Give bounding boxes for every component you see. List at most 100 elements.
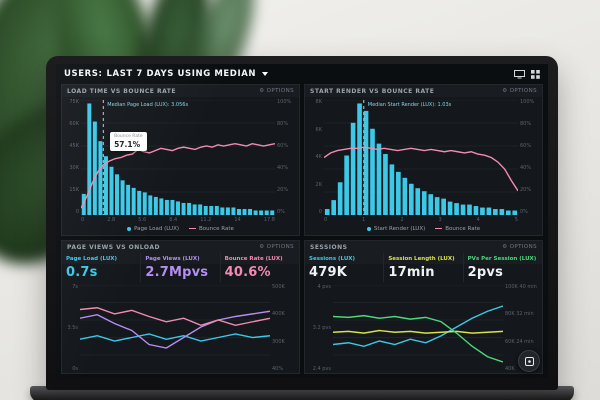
x-axis: 0 2.8 5.6 8.4 11.2 14 17.8 [81, 215, 275, 223]
axis-tick: 0 [75, 209, 79, 215]
chevron-down-icon [262, 72, 269, 76]
axis-tick: 0s [72, 366, 78, 372]
date-range-selector[interactable]: USERS: LAST 7 DAYS USING MEDIAN [64, 69, 269, 79]
axis-tick: 40% [520, 165, 532, 171]
metric-label: PVs Per Session (LUX) [463, 253, 542, 264]
options-button[interactable]: ⚙ OPTIONS [259, 88, 294, 94]
grid-icon[interactable] [531, 69, 540, 79]
axis-tick: 1 [362, 216, 366, 223]
metric-sessions: Sessions (LUX) 479K [305, 253, 384, 282]
axis-tick: 60% [277, 143, 289, 149]
axis-tick: 60K 24 min [505, 338, 534, 345]
axis-tick: 5 [514, 216, 518, 223]
legend-dot-icon [127, 226, 132, 231]
panel-title: START RENDER VS BOUNCE RATE [310, 87, 435, 95]
axis-tick: 11.2 [200, 216, 212, 223]
axis-tick: 6K [315, 126, 322, 133]
axis-tick: 100K 40 min [505, 283, 537, 290]
metric-label: Sessions (LUX) [305, 253, 384, 264]
metric-label: Page Views (LUX) [141, 253, 220, 264]
y-axis-right: 500K 400K 300K 40% [270, 283, 296, 373]
axis-tick: 0 [81, 216, 85, 223]
axis-tick: 4K [315, 154, 322, 160]
axis-tick: 40K [505, 366, 515, 372]
apps-icon [524, 356, 534, 366]
range-label: LAST 7 DAYS USING MEDIAN [106, 69, 257, 79]
metric-page-views: Page Views (LUX) 2.7Mpvs [140, 253, 220, 282]
axis-tick: 8K [315, 99, 322, 105]
axis-tick: 80% [520, 121, 532, 127]
options-button[interactable]: ⚙ OPTIONS [502, 88, 537, 94]
axis-tick: 0 [324, 216, 328, 223]
chart-legend: Start Render (LUX) Bounce Rate [308, 223, 539, 234]
metric-value: 0.7s [66, 264, 98, 280]
x-axis: 0 1 2 3 4 5 [324, 215, 518, 223]
laptop: USERS: LAST 7 DAYS USING MEDIAN [30, 56, 574, 400]
axis-tick: 45K [69, 143, 79, 149]
metric-pvs-per-session: PVs Per Session (LUX) 2pvs [462, 253, 542, 282]
y-axis-left: 75K 60K 45K 30K 15K 0 [65, 100, 81, 215]
axis-tick: 500K [272, 283, 285, 290]
legend-line-icon [189, 227, 196, 230]
legend-item: Bounce Rate [435, 226, 480, 232]
metrics-row: Page Load (LUX) 0.7s Page Views (LUX) 2.… [62, 253, 299, 282]
panel-start-render: START RENDER VS BOUNCE RATE ⚙ OPTIONS 8K… [304, 84, 543, 236]
axis-tick: 40% [277, 165, 289, 171]
y-axis-right: 100K 40 min 80K 32 min 60K 24 min 40K [503, 283, 539, 373]
laptop-bezel: USERS: LAST 7 DAYS USING MEDIAN [46, 56, 558, 390]
bounce-rate-tooltip: Bounce Rate 57.1% [110, 132, 147, 152]
axis-tick: 2 [400, 216, 404, 223]
page-views-chart[interactable] [80, 285, 270, 373]
metric-value: 2.7Mpvs [145, 264, 209, 280]
axis-tick: 100% [277, 99, 292, 105]
display-icon[interactable] [514, 69, 525, 79]
chart-legend: Page Load (LUX) Bounce Rate [65, 223, 296, 234]
axis-tick: 40% [272, 366, 284, 372]
axis-tick: 0% [520, 209, 528, 215]
axis-tick: 7s [72, 283, 78, 290]
axis-tick: 2K [315, 181, 322, 188]
axis-tick: 20% [520, 187, 532, 193]
axis-tick: 60K [69, 121, 79, 127]
sessions-chart[interactable] [333, 285, 503, 373]
axis-tick: 14 [234, 216, 241, 223]
metric-value: 2pvs [467, 264, 504, 280]
metric-label: Session Length (LUX) [384, 253, 463, 264]
axis-tick: 4 pvs [317, 283, 331, 290]
axis-tick: 3.2 pvs [312, 324, 331, 331]
axis-tick: 3 [438, 216, 442, 223]
y-axis-left: 8K 6K 4K 2K 0 [308, 100, 324, 215]
axis-tick: 3.5s [67, 324, 78, 331]
dashboard-screen: USERS: LAST 7 DAYS USING MEDIAN [56, 64, 548, 378]
axis-tick: 80K 32 min [505, 311, 534, 317]
metric-value: 40.6% [224, 264, 271, 280]
metric-page-load: Page Load (LUX) 0.7s [62, 253, 141, 282]
panel-title: SESSIONS [310, 243, 348, 251]
metrics-row: Sessions (LUX) 479K Session Length (LUX)… [305, 253, 542, 282]
axis-tick: 300K [272, 338, 285, 345]
users-label: USERS: [64, 69, 103, 79]
options-button[interactable]: ⚙ OPTIONS [259, 244, 294, 250]
axis-tick: 2.8 [107, 216, 116, 223]
axis-tick: 80% [277, 121, 289, 127]
panel-sessions: SESSIONS ⚙ OPTIONS Sessions (LUX) 479K S… [304, 240, 543, 374]
quick-actions-button[interactable] [518, 350, 540, 372]
load-time-chart[interactable]: Median Page Load (LUX): 3.056s Bounce Ra… [81, 100, 275, 215]
y-axis-right: 100% 80% 60% 40% 20% 0% [518, 100, 539, 215]
metric-value: 17min [388, 264, 435, 280]
options-button[interactable]: ⚙ OPTIONS [502, 244, 537, 250]
metric-session-length: Session Length (LUX) 17min [383, 253, 463, 282]
axis-tick: 0% [277, 209, 285, 215]
axis-tick: 400K [272, 311, 285, 317]
axis-tick: 75K [69, 99, 79, 105]
axis-tick: 15K [69, 187, 79, 193]
metric-value: 479K [309, 264, 348, 280]
axis-tick: 8.4 [169, 216, 178, 223]
panel-load-time: LOAD TIME VS BOUNCE RATE ⚙ OPTIONS 75K 60… [61, 84, 300, 236]
metric-label: Page Load (LUX) [62, 253, 141, 264]
start-render-chart[interactable]: Median Start Render (LUX): 1.03s [324, 100, 518, 215]
legend-item: Start Render (LUX) [366, 226, 425, 232]
y-axis-left: 4 pvs 3.2 pvs 2.4 pvs [308, 283, 333, 373]
axis-tick: 17.8 [263, 216, 275, 223]
panel-page-views: PAGE VIEWS VS ONLOAD ⚙ OPTIONS Page Load… [61, 240, 300, 374]
